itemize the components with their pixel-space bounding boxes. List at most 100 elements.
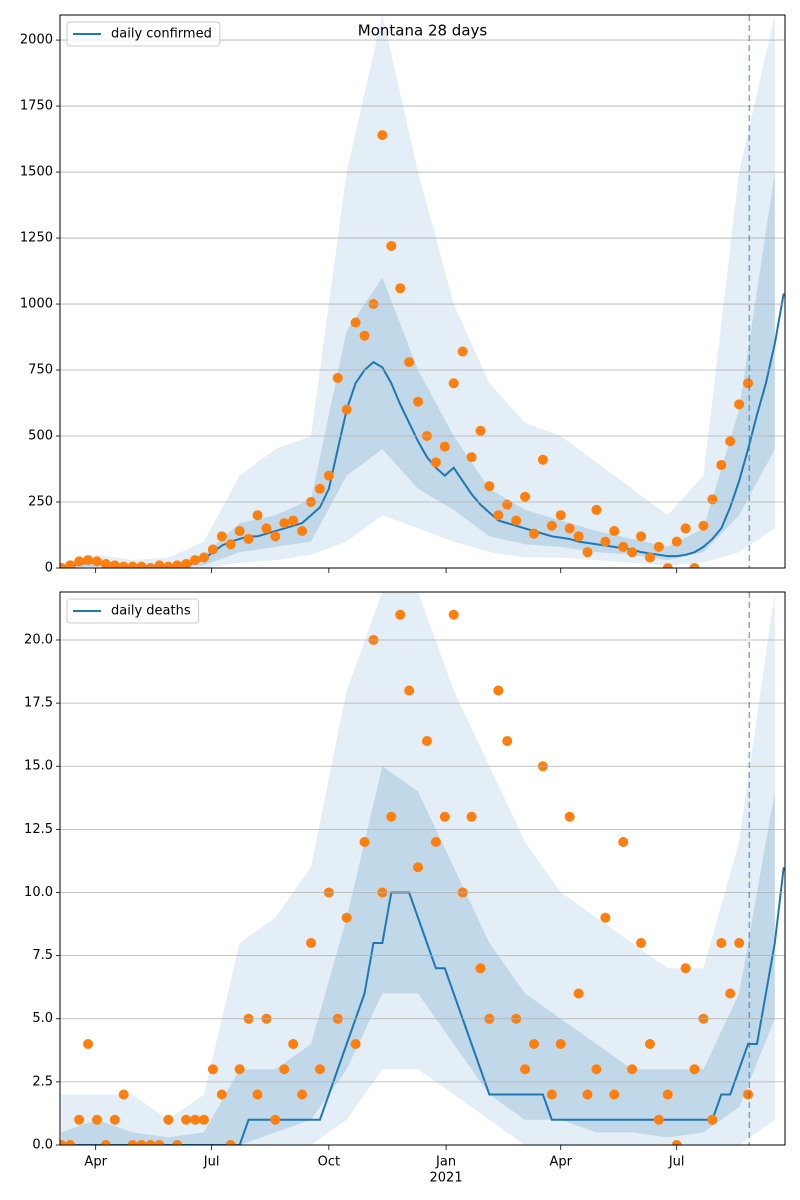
observed-point (591, 504, 602, 515)
observed-point (707, 494, 718, 505)
chart-title: Montana 28 days (358, 22, 488, 40)
observed-point (698, 520, 709, 531)
observed-point (118, 561, 129, 568)
y-tick-label: 2.5 (32, 1074, 53, 1089)
legend-label: daily deaths (111, 604, 191, 619)
observed-point (386, 240, 397, 251)
observed-point (564, 523, 575, 534)
observed-point (662, 1089, 673, 1100)
observed-point (644, 552, 655, 563)
observed-point (671, 536, 682, 547)
observed-point (172, 1140, 183, 1145)
observed-point (448, 378, 459, 389)
observed-point (475, 425, 486, 436)
observed-point (190, 555, 201, 566)
observed-point (136, 561, 147, 568)
y-tick-label: 1750 (20, 99, 53, 114)
observed-point (225, 539, 236, 550)
observed-point (671, 1140, 682, 1145)
observed-point (395, 283, 406, 294)
y-tick-label: 12.5 (24, 822, 53, 837)
observed-point (680, 963, 691, 974)
observed-point (234, 526, 245, 537)
observed-point (627, 547, 638, 558)
observed-point (216, 1089, 227, 1100)
y-tick-label: 1250 (20, 231, 53, 246)
observed-point (279, 1064, 290, 1075)
observed-point (91, 1114, 102, 1125)
observed-point (725, 988, 736, 999)
observed-point (636, 531, 647, 542)
observed-point (252, 510, 263, 521)
observed-point (653, 541, 664, 552)
observed-point (743, 378, 754, 389)
observed-point (600, 536, 611, 547)
observed-point (60, 1140, 67, 1145)
observed-point (662, 563, 673, 568)
observed-point (323, 470, 334, 481)
legend-label: daily confirmed (111, 27, 212, 42)
observed-point (314, 483, 325, 494)
observed-point (600, 912, 611, 923)
observed-point (582, 547, 593, 558)
observed-point (270, 531, 281, 542)
observed-point (261, 523, 272, 534)
observed-point (243, 533, 254, 544)
observed-point (83, 555, 94, 566)
observed-point (100, 1140, 111, 1145)
observed-point (448, 609, 459, 620)
y-tick-label: 500 (28, 429, 53, 444)
legend-box (66, 598, 200, 624)
axes-frame (59, 14, 786, 569)
observed-point (60, 563, 67, 568)
observed-point (359, 836, 370, 847)
observed-point (163, 561, 174, 568)
y-tick-label: 5.0 (32, 1011, 53, 1026)
observed-point (484, 481, 495, 492)
observed-point (725, 436, 736, 447)
observed-point (207, 1064, 218, 1075)
observed-point (716, 937, 727, 948)
x-tick-label: Jul (668, 1155, 685, 1170)
observed-point (279, 518, 290, 529)
observed-point (163, 1114, 174, 1125)
observed-point (145, 563, 156, 568)
observed-point (609, 1089, 620, 1100)
observed-point (511, 515, 522, 526)
observed-point (359, 330, 370, 341)
x-tick-label: Apr (84, 1155, 107, 1170)
observed-point (109, 560, 120, 568)
legend: daily deaths (66, 598, 200, 624)
observed-point (466, 452, 477, 463)
observed-point (198, 1114, 209, 1125)
observed-point (636, 937, 647, 948)
observed-point (537, 454, 548, 465)
observed-point (225, 1140, 236, 1145)
observed-point (252, 1089, 263, 1100)
band (61, 15, 775, 568)
observed-point (65, 1140, 76, 1145)
observed-point (172, 560, 183, 568)
observed-point (74, 1114, 85, 1125)
observed-point (207, 544, 218, 555)
observed-point (564, 811, 575, 822)
observed-point (109, 1114, 120, 1125)
observed-point (297, 1089, 308, 1100)
observed-point (154, 1140, 165, 1145)
observed-point (680, 523, 691, 534)
x-tick-label: Jan (435, 1155, 456, 1170)
observed-point (618, 541, 629, 552)
y-tick-label: 1500 (20, 165, 53, 180)
observed-point (573, 988, 584, 999)
observed-point (350, 1038, 361, 1049)
observed-point (430, 457, 441, 468)
observed-point (404, 685, 415, 696)
observed-point (528, 528, 539, 539)
y-tick-label: 250 (28, 495, 53, 510)
observed-point (520, 1064, 531, 1075)
observed-point (350, 317, 361, 328)
observed-point (421, 735, 432, 746)
observed-point (502, 735, 513, 746)
plot-area (60, 592, 785, 1145)
y-tick-label: 2000 (20, 33, 53, 48)
